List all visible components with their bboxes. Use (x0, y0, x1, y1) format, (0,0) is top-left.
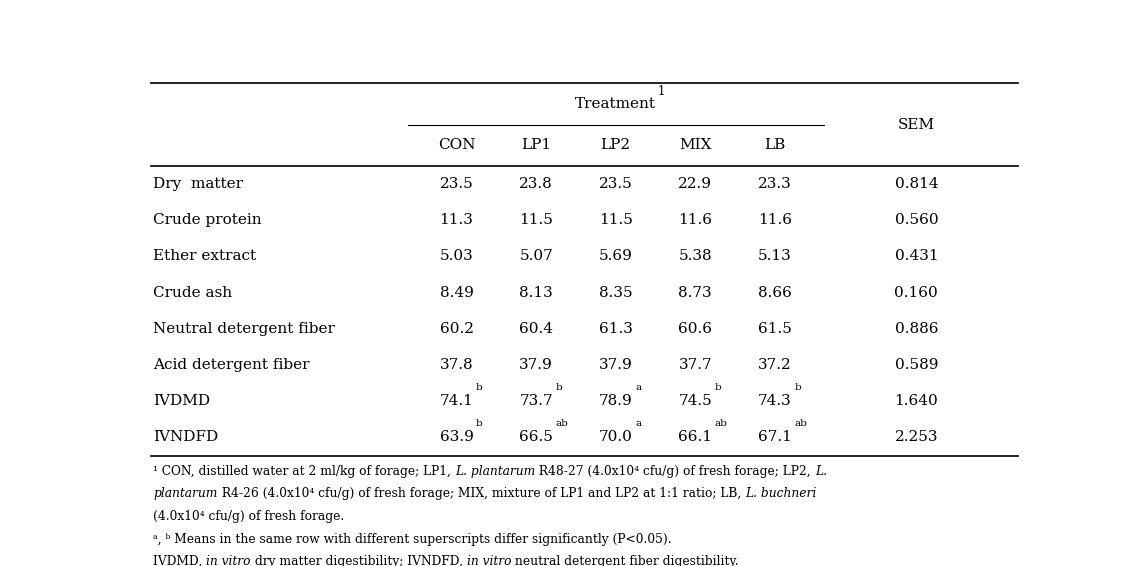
Text: 5.69: 5.69 (599, 250, 632, 263)
Text: 23.5: 23.5 (439, 177, 474, 191)
Text: IVDMD: IVDMD (153, 394, 210, 408)
Text: 11.5: 11.5 (519, 213, 553, 227)
Text: 5.13: 5.13 (758, 250, 792, 263)
Text: 23.5: 23.5 (599, 177, 632, 191)
Text: 1: 1 (658, 85, 665, 98)
Text: b: b (556, 383, 563, 392)
Text: 0.814: 0.814 (895, 177, 938, 191)
Text: 73.7: 73.7 (519, 394, 553, 408)
Text: 11.6: 11.6 (758, 213, 792, 227)
Text: 60.2: 60.2 (439, 321, 474, 336)
Text: 8.13: 8.13 (519, 286, 553, 299)
Text: LP1: LP1 (521, 138, 551, 152)
Text: SEM: SEM (898, 118, 934, 131)
Text: Treatment: Treatment (575, 97, 656, 111)
Text: ᵃ, ᵇ Means in the same row with different superscripts differ significantly (P<0: ᵃ, ᵇ Means in the same row with differen… (153, 533, 672, 546)
Text: a: a (636, 383, 641, 392)
Text: 60.4: 60.4 (519, 321, 553, 336)
Text: R48-27 (4.0x10⁴ cfu/g) of fresh forage; LP2,: R48-27 (4.0x10⁴ cfu/g) of fresh forage; … (535, 465, 815, 478)
Text: 23.8: 23.8 (519, 177, 553, 191)
Text: ab: ab (556, 419, 568, 428)
Text: b: b (794, 383, 801, 392)
Text: LP2: LP2 (600, 138, 631, 152)
Text: L. buchneri: L. buchneri (745, 487, 816, 500)
Text: in vitro: in vitro (207, 555, 251, 566)
Text: 11.5: 11.5 (599, 213, 632, 227)
Text: 37.9: 37.9 (599, 358, 632, 372)
Text: (4.0x10⁴ cfu/g) of fresh forage.: (4.0x10⁴ cfu/g) of fresh forage. (153, 510, 345, 523)
Text: IVDMD,: IVDMD, (153, 555, 207, 566)
Text: 8.73: 8.73 (679, 286, 712, 299)
Text: MIX: MIX (679, 138, 712, 152)
Text: 70.0: 70.0 (599, 430, 632, 444)
Text: 37.2: 37.2 (758, 358, 792, 372)
Text: 22.9: 22.9 (678, 177, 712, 191)
Text: 0.160: 0.160 (895, 286, 938, 299)
Text: 66.1: 66.1 (678, 430, 712, 444)
Text: CON: CON (438, 138, 476, 152)
Text: Crude protein: Crude protein (153, 213, 262, 227)
Text: 74.1: 74.1 (439, 394, 474, 408)
Text: 60.6: 60.6 (678, 321, 712, 336)
Text: 11.6: 11.6 (678, 213, 712, 227)
Text: 23.3: 23.3 (758, 177, 792, 191)
Text: Ether extract: Ether extract (153, 250, 257, 263)
Text: 63.9: 63.9 (439, 430, 474, 444)
Text: 74.3: 74.3 (758, 394, 792, 408)
Text: 0.886: 0.886 (895, 321, 938, 336)
Text: Crude ash: Crude ash (153, 286, 233, 299)
Text: b: b (476, 383, 483, 392)
Text: ab: ab (714, 419, 728, 428)
Text: b: b (476, 419, 483, 428)
Text: ¹ CON, distilled water at 2 ml/kg of forage; LP1,: ¹ CON, distilled water at 2 ml/kg of for… (153, 465, 455, 478)
Text: 37.7: 37.7 (679, 358, 712, 372)
Text: plantarum: plantarum (153, 487, 218, 500)
Text: 61.3: 61.3 (599, 321, 632, 336)
Text: b: b (714, 383, 721, 392)
Text: 0.589: 0.589 (895, 358, 938, 372)
Text: 8.35: 8.35 (599, 286, 632, 299)
Text: 74.5: 74.5 (679, 394, 712, 408)
Text: Neutral detergent fiber: Neutral detergent fiber (153, 321, 335, 336)
Text: 37.8: 37.8 (439, 358, 474, 372)
Text: ab: ab (794, 419, 807, 428)
Text: 78.9: 78.9 (599, 394, 632, 408)
Text: dry matter digestibility; IVNDFD,: dry matter digestibility; IVNDFD, (251, 555, 467, 566)
Text: 37.9: 37.9 (519, 358, 553, 372)
Text: 11.3: 11.3 (439, 213, 474, 227)
Text: in vitro: in vitro (467, 555, 511, 566)
Text: LB: LB (764, 138, 785, 152)
Text: Acid detergent fiber: Acid detergent fiber (153, 358, 309, 372)
Text: 67.1: 67.1 (758, 430, 792, 444)
Text: Dry  matter: Dry matter (153, 177, 243, 191)
Text: L.: L. (815, 465, 827, 478)
Text: 0.560: 0.560 (895, 213, 938, 227)
Text: 5.38: 5.38 (679, 250, 712, 263)
Text: neutral detergent fiber digestibility.: neutral detergent fiber digestibility. (511, 555, 739, 566)
Text: 0.431: 0.431 (895, 250, 938, 263)
Text: 8.66: 8.66 (758, 286, 792, 299)
Text: 1.640: 1.640 (895, 394, 938, 408)
Text: a: a (636, 419, 641, 428)
Text: 2.253: 2.253 (895, 430, 938, 444)
Text: 66.5: 66.5 (519, 430, 553, 444)
Text: IVNDFD: IVNDFD (153, 430, 218, 444)
Text: 61.5: 61.5 (758, 321, 792, 336)
Text: 8.49: 8.49 (439, 286, 474, 299)
Text: 5.03: 5.03 (439, 250, 474, 263)
Text: 5.07: 5.07 (519, 250, 553, 263)
Text: R4-26 (4.0x10⁴ cfu/g) of fresh forage; MIX, mixture of LP1 and LP2 at 1:1 ratio;: R4-26 (4.0x10⁴ cfu/g) of fresh forage; M… (218, 487, 745, 500)
Text: L. plantarum: L. plantarum (455, 465, 535, 478)
